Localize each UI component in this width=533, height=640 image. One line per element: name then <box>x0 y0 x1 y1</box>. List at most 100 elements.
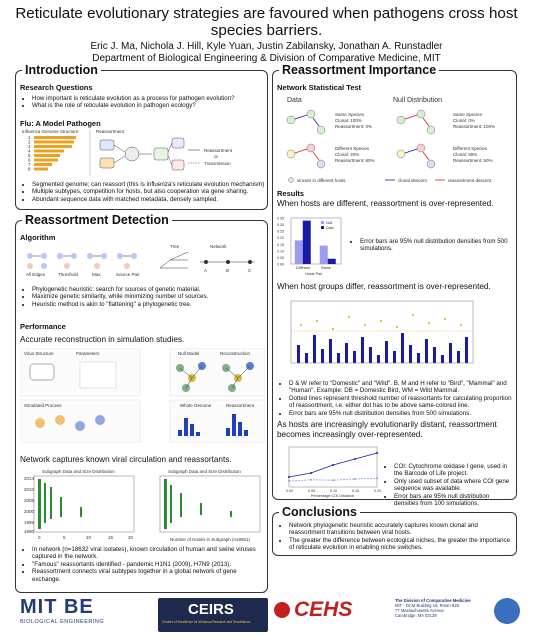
legend-reassortment-descent: reassortment descent <box>448 178 492 183</box>
network-test-figure: Data Null Distribution Same Species Clon… <box>286 97 495 183</box>
data-network <box>286 109 326 169</box>
dcm-line: 77 Massachusetts Avenue <box>395 608 444 613</box>
chart2-point <box>288 480 290 482</box>
perf-fig-label: Reconstruction <box>220 351 251 356</box>
flu-bullet: Segmented genome; can reassort (this is … <box>32 181 266 188</box>
null-same-text: Clonal: 0% <box>453 118 475 123</box>
conclusions-heading: Conclusions <box>279 506 361 519</box>
algorithm-figure: All Edges Threshold Max Source Pair Tree… <box>26 244 255 277</box>
x-tick: 5 <box>63 535 66 540</box>
mit-seal-icon <box>274 602 290 618</box>
dcm-mouse-icon <box>494 598 520 624</box>
research-questions-heading: Research Questions <box>20 83 93 92</box>
chart2-xtick: 0.15 <box>352 489 359 493</box>
segment-number: 3 <box>28 144 31 149</box>
ceirs-subtitle: Centers of Excellence for Influenza Rese… <box>162 620 251 624</box>
chart1-bar-data <box>302 220 311 264</box>
ceirs-text: CEIRS <box>188 601 234 618</box>
chart1-ytick: 0.10 <box>277 249 284 253</box>
coi-bullet: COI: Cytochrome oxidase I gene, used in … <box>394 463 514 478</box>
data-same-text: Reassortment: 0% <box>335 124 372 129</box>
chart1-ytick: 0.30 <box>277 223 284 227</box>
algo-step-label: Threshold <box>58 272 79 277</box>
result-3: As hosts are increasingly evolutionarily… <box>277 420 497 439</box>
subgraph-figure: Subgraph Data and Size Distribution Subg… <box>24 469 261 542</box>
chart1-bullets: Error bars are 95% null distribution den… <box>350 238 515 253</box>
chart1-ytick: 0.20 <box>277 236 284 240</box>
null-network <box>396 109 436 169</box>
chart2-point <box>310 478 312 481</box>
chart2-xtick: 0.00 <box>286 489 293 493</box>
segment-number: 4 <box>28 149 31 154</box>
null-label: Null Distribution <box>393 97 442 104</box>
year-tick: 1995 <box>24 520 35 525</box>
host-group-bullet: D & W refer to "Domestic" and "Wild". B,… <box>289 380 515 395</box>
legend-reassortment: Reassortment <box>204 148 233 153</box>
conclusion-item: The greater the difference between ecolo… <box>289 537 515 552</box>
conclusions-panel <box>272 512 517 556</box>
coi-bullets: COI: Cytochrome oxidase I gene, used in … <box>384 463 514 507</box>
null-model-network <box>176 362 206 392</box>
segment-number: 5 <box>28 153 31 158</box>
algo-step-3 <box>87 253 107 269</box>
chart1-ytick: 0.05 <box>277 256 284 260</box>
reconstruction-network <box>222 362 254 392</box>
host-groups-dots <box>300 314 462 330</box>
conclusion-item: Network phylogenetic heuristic accuratel… <box>289 522 515 537</box>
poster-title: Reticulate evolutionary strategies are f… <box>0 5 533 39</box>
algo-step-label: Max <box>92 272 101 277</box>
chart1-bar-null <box>319 245 328 264</box>
algo-bullet: Maximize genetic similarity, while minim… <box>32 293 266 300</box>
data-same-text: Clonal: 100% <box>335 118 362 123</box>
chart2-point <box>332 464 334 466</box>
algo-step-1 <box>27 253 47 269</box>
host-groups-bars <box>297 333 468 363</box>
ceirs-logo: CEIRS Centers of Excellence for Influenz… <box>158 598 268 632</box>
segment-number: 7 <box>28 162 31 167</box>
chart-hosts-pair: 0.00 0.05 0.10 0.15 0.20 0.25 0.30 0.35 Differen… <box>277 217 342 276</box>
dcm-line: MIT · DCM Building 16, Room 825 <box>395 603 459 608</box>
perf-fig-label: Reassortment <box>226 403 255 408</box>
perf-fig-label: Virus Structure <box>24 351 54 356</box>
flu-heading: Flu: A Model Pathogen <box>20 119 101 128</box>
captures-text: Network captures known viral circulation… <box>20 455 232 464</box>
detection-heading: Reassortment Detection <box>22 214 172 227</box>
x-tick: 10 <box>86 535 92 540</box>
chart2-point <box>376 477 378 480</box>
network-diagram <box>200 260 255 264</box>
cehs-logo: CEHS <box>272 598 367 628</box>
algo-bullet: Heuristic method is akin to "flattening"… <box>32 301 266 308</box>
algo-step-label: All Edges <box>26 272 46 277</box>
tree-diagram <box>159 251 189 269</box>
algo-step-label: Source Pair <box>116 272 140 277</box>
perf-fig-label: Simulated Process <box>24 403 62 408</box>
subgraph-points-a <box>38 479 82 529</box>
mitbe-subtitle: BIOLOGICAL ENGINEERING <box>20 619 105 625</box>
whole-genome-hist <box>178 418 200 436</box>
chart2-xlabel: Percentage COI Distance <box>311 494 354 498</box>
perf-fig-label: Parameters <box>76 351 100 356</box>
year-tick: 2005 <box>24 498 35 503</box>
null-same-text: Reassortment: 100% <box>453 124 495 129</box>
algorithm-bullets: Phylogenetic heuristic: search for sourc… <box>22 286 266 308</box>
reassortment-label: Reassortment <box>96 129 125 134</box>
chart1-xlabel: Hosts Pair <box>305 272 323 276</box>
title-line-1: Reticulate evolutionary strategies are f… <box>15 5 518 22</box>
host-group-bullets: D & W refer to "Domestic" and "Wild". B,… <box>279 380 515 417</box>
conclusions-list: Network phylogenetic heuristic accuratel… <box>279 522 515 552</box>
chart2-point <box>288 476 290 478</box>
data-diff-text: Reassortment: 80% <box>335 158 375 163</box>
host-group-bullet: Error bars are 95% null distribution den… <box>289 410 515 417</box>
chart-coi-distance: 0.00 0.05 0.10 0.15 0.20 Percentage COI Dista… <box>286 446 381 498</box>
tree-label: Tree <box>170 244 180 249</box>
data-same-text: Same Species <box>335 112 365 117</box>
result-2: When host groups differ, reassortment is… <box>277 282 491 291</box>
cehs-text: CEHS <box>294 598 353 621</box>
chart1-bar-data <box>327 258 336 264</box>
network-statistical-test-heading: Network Statistical Test <box>277 83 362 92</box>
algorithm-heading: Algorithm <box>20 233 56 242</box>
perf-fig-label: Whole Genome <box>180 403 212 408</box>
chart1-legend-label: Data <box>326 226 334 230</box>
legend-transmission: Transmission <box>204 161 231 166</box>
host-groups-figure <box>290 300 474 364</box>
